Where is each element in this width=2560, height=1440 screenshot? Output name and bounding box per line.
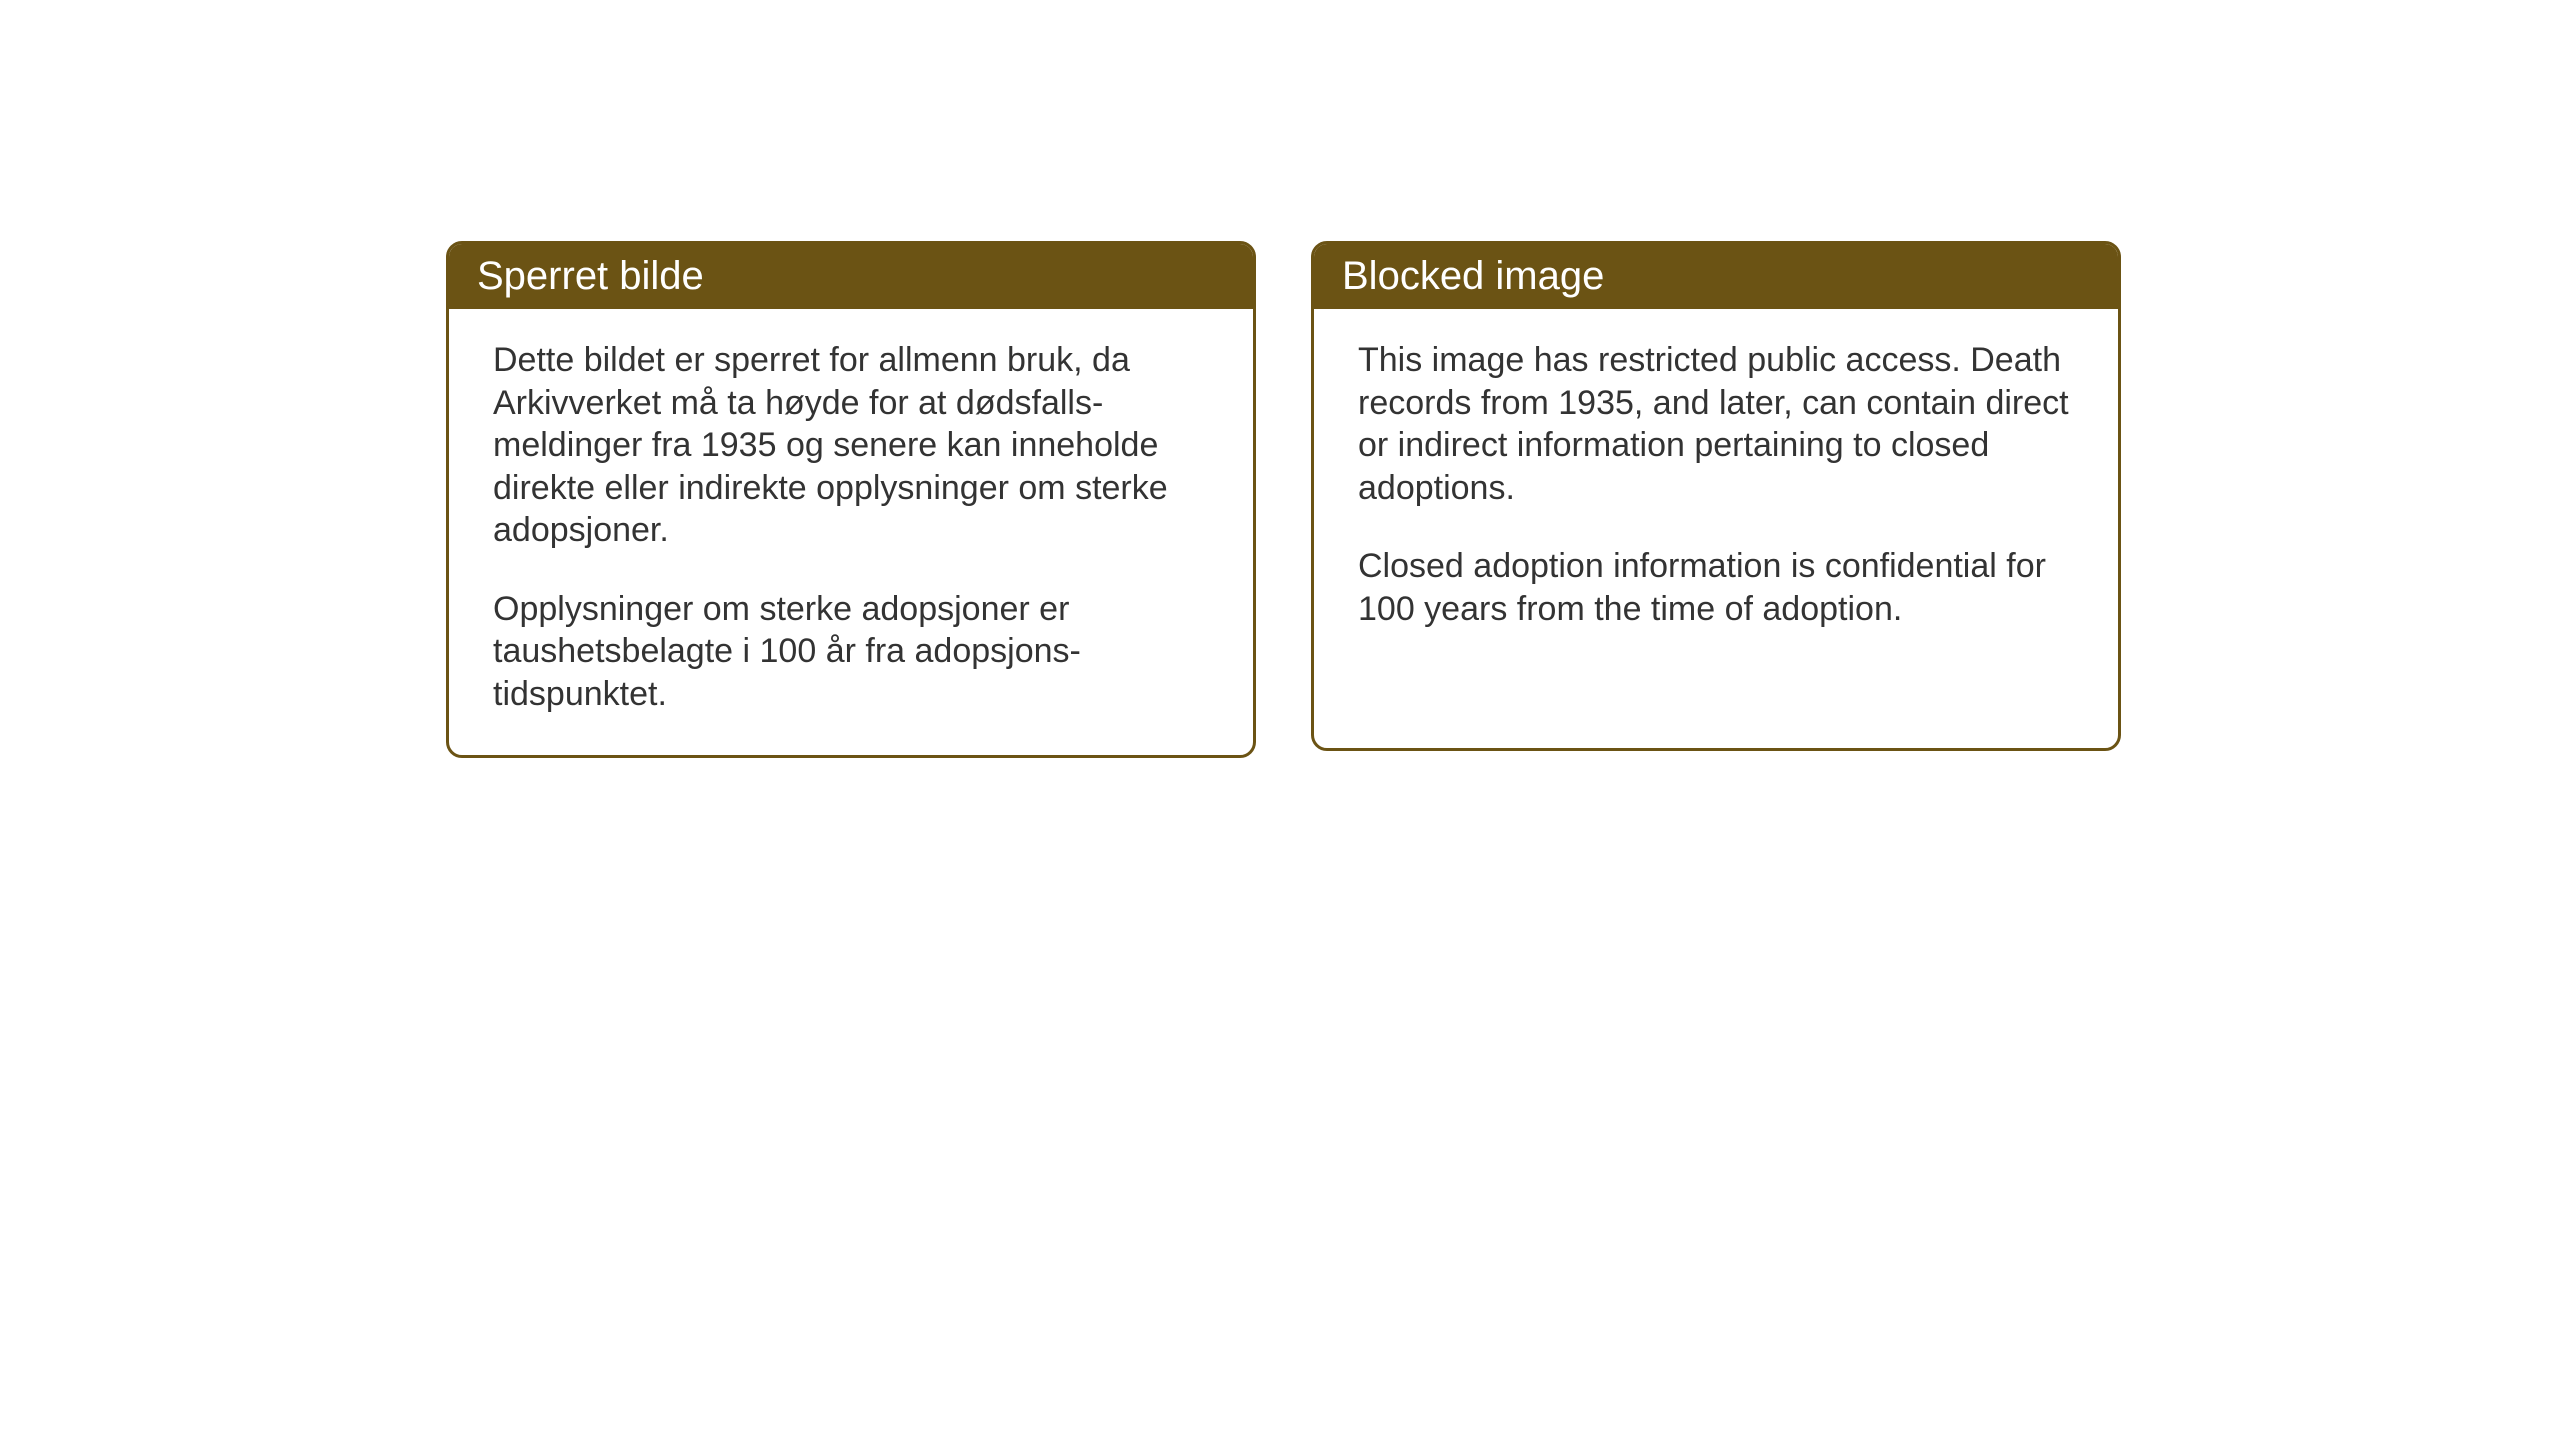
norwegian-notice-card: Sperret bilde Dette bildet er sperret fo… bbox=[446, 241, 1256, 758]
english-paragraph-1: This image has restricted public access.… bbox=[1358, 339, 2074, 509]
norwegian-card-body: Dette bildet er sperret for allmenn bruk… bbox=[449, 309, 1253, 755]
english-card-title: Blocked image bbox=[1314, 244, 2118, 309]
norwegian-paragraph-2: Opplysninger om sterke adopsjoner er tau… bbox=[493, 588, 1209, 716]
english-paragraph-2: Closed adoption information is confident… bbox=[1358, 545, 2074, 630]
norwegian-card-title: Sperret bilde bbox=[449, 244, 1253, 309]
notice-cards-container: Sperret bilde Dette bildet er sperret fo… bbox=[446, 241, 2121, 758]
english-notice-card: Blocked image This image has restricted … bbox=[1311, 241, 2121, 751]
english-card-body: This image has restricted public access.… bbox=[1314, 309, 2118, 670]
norwegian-paragraph-1: Dette bildet er sperret for allmenn bruk… bbox=[493, 339, 1209, 552]
